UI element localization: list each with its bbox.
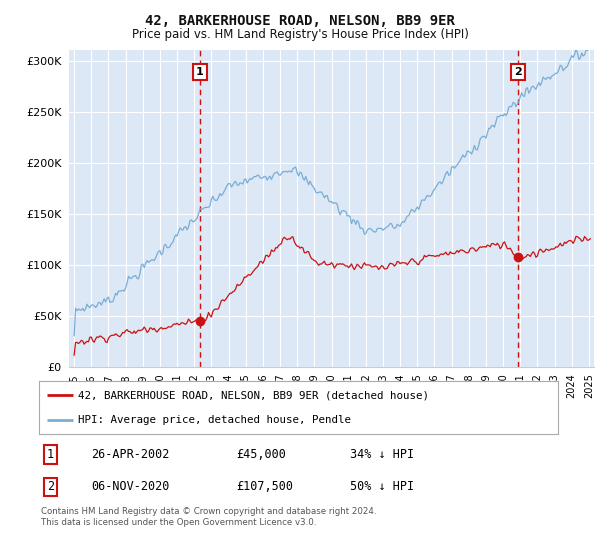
Text: 34% ↓ HPI: 34% ↓ HPI (350, 448, 415, 461)
Text: £107,500: £107,500 (236, 480, 293, 493)
Text: Contains HM Land Registry data © Crown copyright and database right 2024.
This d: Contains HM Land Registry data © Crown c… (41, 507, 376, 527)
Text: 42, BARKERHOUSE ROAD, NELSON, BB9 9ER: 42, BARKERHOUSE ROAD, NELSON, BB9 9ER (145, 14, 455, 28)
Text: 06-NOV-2020: 06-NOV-2020 (91, 480, 169, 493)
Text: 2: 2 (47, 480, 54, 493)
Text: HPI: Average price, detached house, Pendle: HPI: Average price, detached house, Pend… (78, 414, 351, 424)
Text: £45,000: £45,000 (236, 448, 286, 461)
Text: 1: 1 (196, 67, 203, 77)
Text: 1: 1 (47, 448, 54, 461)
Text: 50% ↓ HPI: 50% ↓ HPI (350, 480, 415, 493)
Text: Price paid vs. HM Land Registry's House Price Index (HPI): Price paid vs. HM Land Registry's House … (131, 28, 469, 41)
Text: 26-APR-2002: 26-APR-2002 (91, 448, 169, 461)
Text: 42, BARKERHOUSE ROAD, NELSON, BB9 9ER (detached house): 42, BARKERHOUSE ROAD, NELSON, BB9 9ER (d… (78, 390, 429, 400)
Text: 2: 2 (514, 67, 521, 77)
